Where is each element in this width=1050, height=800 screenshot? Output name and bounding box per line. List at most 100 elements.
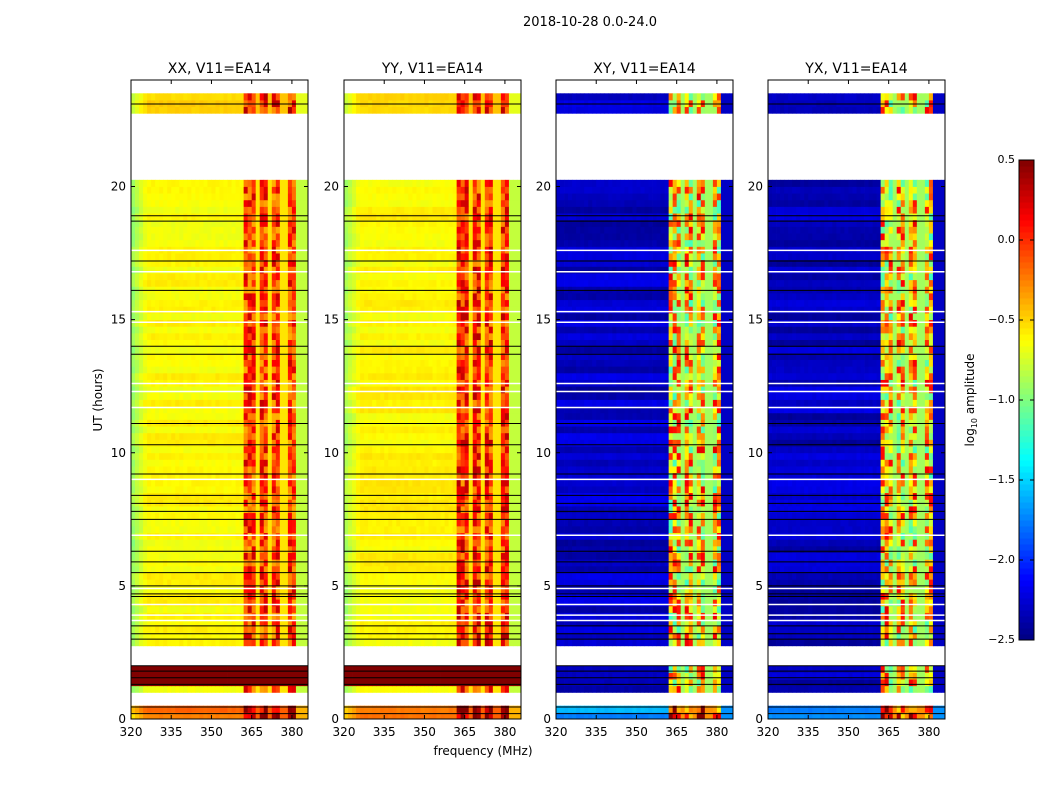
heatmap-cell <box>279 266 285 274</box>
heatmap-cell <box>392 599 397 607</box>
heatmap-cell <box>263 366 269 374</box>
heatmap-cell <box>428 472 433 480</box>
heatmap-cell <box>412 632 417 640</box>
heatmap-cell <box>147 392 152 400</box>
heatmap-cell <box>167 685 172 693</box>
heatmap-cell <box>151 432 156 440</box>
heatmap-cell <box>360 679 365 687</box>
heatmap-cell <box>408 525 413 534</box>
heatmap-cell <box>348 572 353 580</box>
heatmap-cell <box>215 472 220 480</box>
heatmap-cell <box>183 572 188 580</box>
heatmap-cell <box>135 612 140 620</box>
heatmap-cell <box>388 672 393 680</box>
heatmap-cell <box>376 472 381 480</box>
heatmap-cell <box>131 599 136 607</box>
heatmap-cell <box>303 366 309 374</box>
heatmap-cell <box>223 339 228 347</box>
heatmap-cell <box>255 512 261 520</box>
heatmap-cell <box>231 459 236 467</box>
heatmap-cell <box>139 226 144 234</box>
heatmap-cell <box>344 712 349 720</box>
heatmap-cell <box>344 612 349 620</box>
heatmap-cell <box>183 506 188 514</box>
heatmap-cell <box>139 186 144 194</box>
heatmap-cell <box>163 472 168 480</box>
heatmap-cell <box>400 632 405 640</box>
heatmap-cell <box>247 452 253 460</box>
heatmap-cell <box>187 346 192 354</box>
heatmap-cell <box>384 612 389 620</box>
heatmap-cell <box>199 366 204 374</box>
heatmap-cell <box>271 532 277 540</box>
heatmap-cell <box>263 193 269 201</box>
heatmap-cell <box>135 259 140 267</box>
heatmap-cell <box>287 672 293 680</box>
heatmap-cell <box>219 253 224 261</box>
heatmap-cell <box>155 213 160 221</box>
heatmap-cell <box>143 426 148 434</box>
heatmap-cell <box>211 665 216 673</box>
heatmap-cell <box>235 372 241 380</box>
heatmap-cell <box>235 612 241 620</box>
heatmap-cell <box>364 519 369 527</box>
heatmap-cell <box>223 572 228 580</box>
heatmap-cell <box>480 519 486 527</box>
heatmap-cell <box>364 619 369 627</box>
heatmap-cell <box>175 639 180 647</box>
heatmap-cell <box>207 386 212 394</box>
heatmap-cell <box>203 186 208 194</box>
heatmap-cell <box>207 486 212 494</box>
heatmap-cell <box>464 552 470 560</box>
heatmap-cell <box>448 479 454 487</box>
heatmap-cell <box>396 479 401 487</box>
heatmap-cell <box>404 552 409 560</box>
heatmap-cell <box>235 486 241 494</box>
heatmap-cell <box>287 339 293 347</box>
heatmap-cell <box>500 565 506 573</box>
heatmap-cell <box>384 572 389 580</box>
heatmap-cell <box>283 273 289 281</box>
heatmap-cell <box>384 579 389 587</box>
heatmap-cell <box>207 226 212 234</box>
heatmap-cell <box>267 219 273 227</box>
heatmap-cell <box>235 459 241 467</box>
heatmap-cell <box>215 279 220 287</box>
heatmap-cell <box>372 506 377 514</box>
heatmap-cell <box>251 579 257 587</box>
heatmap-cell <box>492 572 498 580</box>
heatmap-cell <box>368 579 373 587</box>
heatmap-cell <box>255 559 261 567</box>
heatmap-cell <box>223 612 228 620</box>
heatmap-cell <box>299 399 305 407</box>
heatmap-cell <box>275 312 281 321</box>
heatmap-cell <box>227 506 232 514</box>
heatmap-cell <box>231 339 236 347</box>
heatmap-cell <box>460 579 466 587</box>
heatmap-cell <box>163 632 168 640</box>
heatmap-cell <box>179 253 184 261</box>
heatmap-cell <box>163 233 168 241</box>
heatmap-cell <box>151 532 156 540</box>
heatmap-cell <box>380 672 385 680</box>
heatmap-cell <box>235 525 241 534</box>
heatmap-cell <box>135 106 140 114</box>
heatmap-cell <box>255 439 261 447</box>
heatmap-cell <box>139 565 144 573</box>
heatmap-cell <box>135 525 140 534</box>
heatmap-cell <box>291 705 297 713</box>
heatmap-cell <box>508 612 514 620</box>
heatmap-cell <box>360 685 365 693</box>
heatmap-cell <box>219 279 224 287</box>
heatmap-cell <box>191 352 196 360</box>
heatmap-cell <box>175 525 180 534</box>
heatmap-cell <box>271 312 277 321</box>
heatmap-cell <box>183 519 188 527</box>
heatmap-cell <box>444 519 449 527</box>
heatmap-cell <box>291 432 297 440</box>
heatmap-cell <box>376 519 381 527</box>
heatmap-cell <box>219 545 224 553</box>
heatmap-cell <box>295 253 301 261</box>
heatmap-cell <box>131 406 136 414</box>
heatmap-cell <box>195 226 200 234</box>
